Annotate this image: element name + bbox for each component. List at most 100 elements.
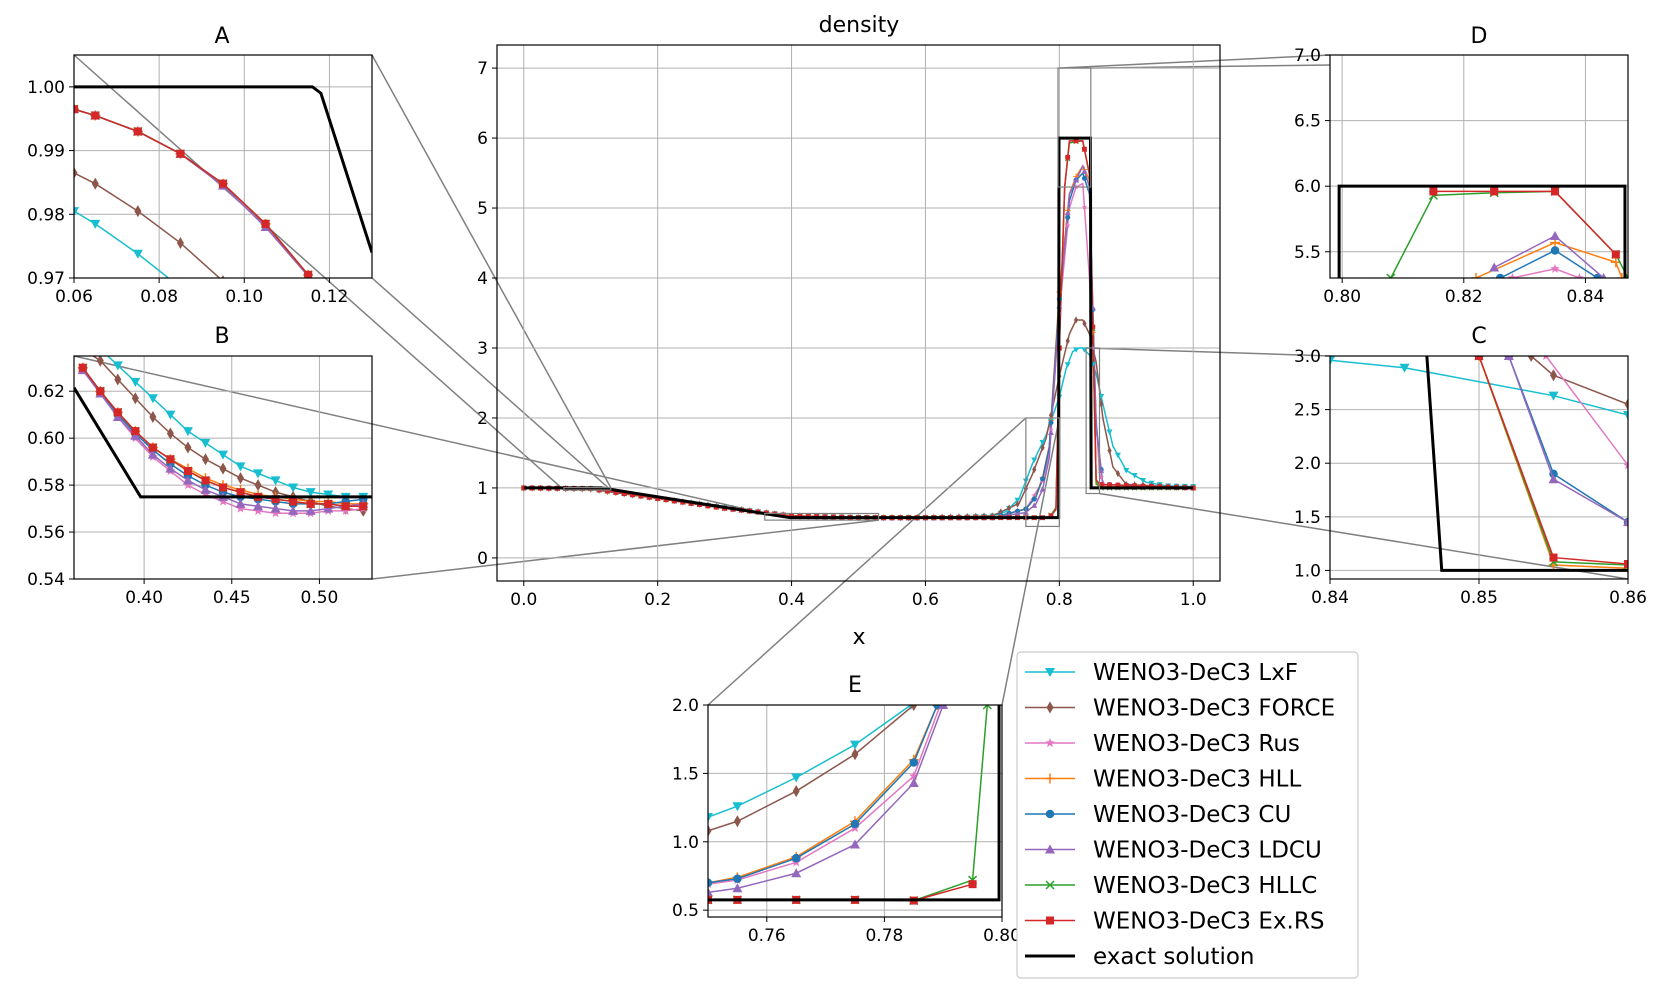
inset-c-marker-weno3-dec3-force [1527,356,1535,362]
inset-d-title: D [1471,24,1488,49]
inset-b-marker-weno3-dec3-force [219,462,227,475]
main-marker-weno3-dec3-ex-rs [1132,483,1138,489]
inset-e-title: E [848,673,862,698]
inset-b-marker-weno3-dec3-lxf [235,462,246,472]
inset-b-marker-weno3-dec3-ldcu [182,475,193,485]
connector-line-a [73,54,565,491]
main-xtick-label: 0.2 [644,590,671,610]
zoom-box-c [1085,347,1101,495]
inset-a-marker-weno3-dec3-lxf [74,207,79,217]
inset-e-marker-weno3-dec3-ldcu [908,777,919,787]
main-marker-weno3-dec3-force [1073,316,1079,324]
main-marker-weno3-dec3-ex-rs [663,497,669,503]
inset-e-series-weno3-dec3-hll [708,705,939,884]
inset-d-marker-weno3-dec3-hll [1616,273,1627,278]
main-zoom-boxes [563,67,1101,528]
inset-a-xtick-label: 0.06 [55,287,93,307]
inset-c-marker-weno3-dec3-ex-rs [1475,356,1483,360]
legend-entry-weno3-dec3-hll: WENO3-DeC3 HLL [1025,767,1301,793]
inset-e-marker-weno3-dec3-force [851,748,859,761]
legend-label: WENO3-DeC3 Ex.RS [1093,909,1324,935]
inset-b-marker-weno3-dec3-lxf [323,490,334,500]
main-marker-weno3-dec3-ldcu [1073,177,1080,183]
inset-e-marker-weno3-dec3-ldcu [938,705,949,709]
inset-e-xtick-label: 0.76 [748,926,786,946]
main-marker-weno3-dec3-ex-rs [1107,482,1112,488]
connector-line-b [73,355,765,515]
inset-e-marker-weno3-dec3-cu [708,878,713,888]
main-xtick-label: 0.8 [1046,590,1073,610]
inset-c-marker-weno3-dec3-lxf [1548,391,1559,401]
legend-swatch-marker [1045,844,1055,854]
main-xtick-label: 0.6 [912,590,939,610]
main-marker-weno3-dec3-ex-rs [655,496,661,501]
inset-b-marker-weno3-dec3-ldcu [165,463,176,473]
main-ytick-label: 4 [477,269,488,289]
inset-c-marker-weno3-dec3-force [1550,369,1557,382]
legend-label: WENO3-DeC3 FORCE [1093,696,1335,722]
inset-b-marker-weno3-dec3-rus [270,508,281,518]
main-marker-weno3-dec3-cu [1040,476,1046,482]
main-marker-weno3-dec3-ldcu [1039,486,1046,492]
inset-b-plot-area [74,329,372,518]
inset-a-ytick-label: 0.97 [27,269,65,289]
legend-entry-exact-solution: exact solution [1025,944,1255,970]
inset-b-marker-weno3-dec3-ldcu [235,498,246,508]
inset-c-ytick-label: 1.5 [1294,508,1321,528]
inset-b-marker-weno3-dec3-force [201,453,209,466]
inset-c-marker-weno3-dec3-ldcu [1623,517,1628,527]
legend-label: exact solution [1093,944,1255,970]
inset-c-series-weno3-dec3-rus [1545,356,1628,466]
inset-e-marker-weno3-dec3-ldcu [850,839,860,849]
inset-e-marker-weno3-dec3-hllc [982,705,992,710]
main-marker-weno3-dec3-lxf [1131,472,1138,479]
inset-b-marker-weno3-dec3-ex-rs [306,499,315,508]
legend-entry-weno3-dec3-force: WENO3-DeC3 FORCE [1025,696,1335,722]
legend: WENO3-DeC3 LxF WENO3-DeC3 FORCE WENO3-DeC3… [1016,651,1359,979]
inset-e-marker-weno3-dec3-lxf [791,773,802,783]
inset-e-series-weno3-dec3-ex-rs [708,883,973,902]
inset-a-marker-weno3-dec3-lxf [132,249,143,259]
main-marker-weno3-dec3-ex-rs [1048,513,1054,519]
zoom-box-e [1025,417,1060,528]
main-marker-weno3-dec3-lxf [1106,429,1113,435]
main-ytick-label: 1 [477,479,488,499]
inset-d-series-weno3-dec3-ex-rs [1433,190,1617,255]
inset-b-marker-weno3-dec3-lxf [78,329,88,338]
main-marker-weno3-dec3-rus [1081,204,1088,210]
inset-b-marker-weno3-dec3-ex-rs [289,497,298,506]
inset-b-marker-weno3-dec3-lxf [200,438,211,448]
inset-b-marker-weno3-dec3-lxf [182,427,193,437]
inset-b-marker-weno3-dec3-lxf [147,394,158,404]
connector-line-a [371,54,612,488]
inset-d-marker-weno3-dec3-rus [1507,273,1518,278]
inset-b-marker-weno3-dec3-rus [200,489,211,499]
inset-e-marker-weno3-dec3-force [792,785,800,798]
zoom-box-b [764,512,880,521]
inset-b-xtick-label: 0.50 [300,588,338,608]
inset-d-series-weno3-dec3-hllc [1390,190,1628,278]
inset-b-marker-weno3-dec3-rus [183,480,193,490]
inset-a-marker-weno3-dec3-force [221,275,225,278]
inset-e-series-weno3-dec3-cu [708,705,939,884]
connector-line-e [707,417,1027,706]
inset-c-series-weno3-dec3-lxf [1330,359,1628,416]
inset-a-series-weno3-dec3-lxf [74,210,170,278]
connector-line-b [371,519,879,580]
inset-b-marker-weno3-dec3-ldcu [270,503,281,513]
main-marker-weno3-dec3-ex-rs [1190,485,1196,491]
main-marker-weno3-dec3-ex-rs [1123,483,1129,488]
inset-e-marker-weno3-dec3-lxf [732,802,743,812]
inset-c-marker-weno3-dec3-lxf [1330,356,1335,366]
inset-b-marker-weno3-dec3-ex-rs [271,495,280,504]
inset-a-ytick-label: 1.00 [27,78,65,98]
inset-a-title: A [214,24,229,49]
inset-c-series-weno3-dec3-hllc [1478,356,1628,566]
inset-e-marker-weno3-dec3-lxf [850,740,860,750]
main-marker-weno3-dec3-ex-rs [638,493,644,499]
inset-a-plot-area [74,85,372,278]
main-xlabel: x [852,625,865,650]
main-marker-weno3-dec3-lxf [1140,477,1147,484]
inset-e: E 0.76 0.78 0.80 0.5 1.0 1.5 2.0 [672,673,1021,946]
inset-a-series-weno3-dec3-force [74,172,221,278]
